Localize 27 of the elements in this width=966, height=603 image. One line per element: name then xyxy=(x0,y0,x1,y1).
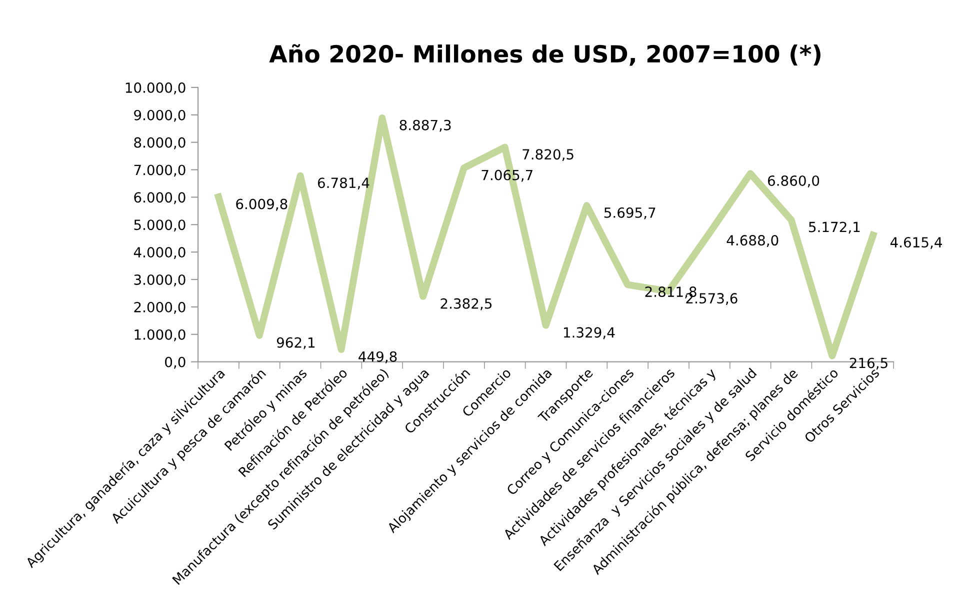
chart-title: Año 2020- Millones de USD, 2007=100 (*) xyxy=(269,44,820,66)
y-tick-label: 8.000,0 xyxy=(134,137,186,150)
data-label: 6.860,0 xyxy=(768,175,820,188)
data-label: 7.820,5 xyxy=(522,149,574,162)
y-tick-label: 9.000,0 xyxy=(134,110,186,122)
y-tick-label: 3.000,0 xyxy=(134,274,186,286)
data-label: 6.781,4 xyxy=(318,178,370,190)
data-label: 4.688,0 xyxy=(726,235,778,247)
data-label: 7.065,7 xyxy=(482,170,532,182)
y-tick-label: 0,0 xyxy=(165,356,186,369)
y-tick-label: 4.000,0 xyxy=(134,247,186,259)
y-tick-label: 2.000,0 xyxy=(134,302,186,314)
data-label: 962,1 xyxy=(276,337,315,350)
data-label: 449,8 xyxy=(358,351,397,364)
data-label: 4.615,4 xyxy=(890,237,942,249)
data-label: 6.009,8 xyxy=(236,198,288,211)
y-tick-label: 6.000,0 xyxy=(134,192,186,204)
data-label: 216,5 xyxy=(850,358,888,370)
y-tick-label: 7.000,0 xyxy=(134,164,186,177)
data-label: 8.887,3 xyxy=(400,120,451,132)
data-label: 5.695,7 xyxy=(604,207,656,220)
data-label: 1.329,4 xyxy=(564,327,615,340)
data-label: 2.382,5 xyxy=(440,298,492,310)
y-tick-label: 10.000,0 xyxy=(126,82,186,94)
y-tick-label: 1.000,0 xyxy=(134,329,186,342)
y-tick-label: 5.000,0 xyxy=(134,220,186,232)
data-label: 5.172,1 xyxy=(809,222,860,234)
